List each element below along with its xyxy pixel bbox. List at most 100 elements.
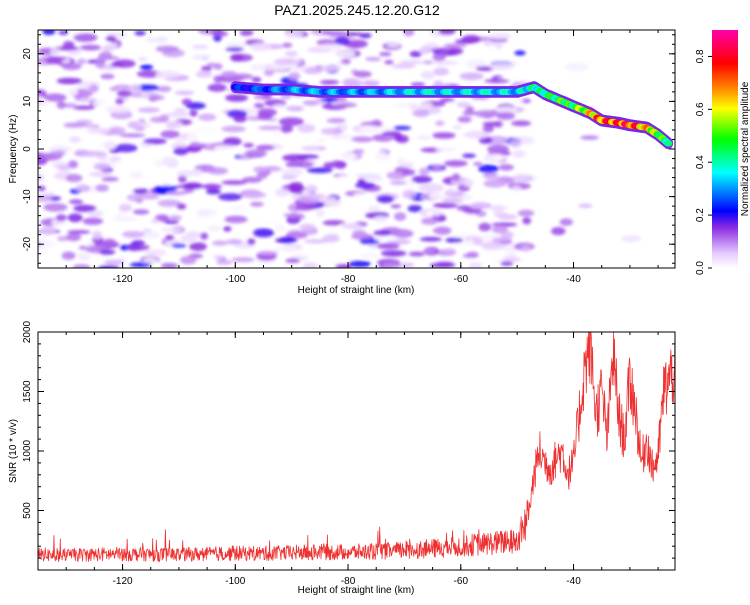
spectrogram-cell [221,125,246,133]
spectrogram-cell [288,72,301,81]
spectrogram-cell [409,50,422,58]
spectrogram-cell [249,64,268,71]
spectrogram-cell [429,262,456,268]
spectrogram-cell [180,234,198,243]
spectrogram-cell [200,66,212,72]
spectrogram-cell [402,189,417,199]
spectrogram-cell [226,42,248,49]
spectrogram-cell [155,70,180,79]
spectrogram-cell [225,47,245,52]
spectrogram-cell [93,163,111,171]
spectrogram-cell [333,127,342,135]
spectrogram-cell [559,218,573,226]
spectrogram-cell [61,251,76,260]
spectrogram-cell [206,226,222,231]
spectrogram-cell [326,118,346,124]
spectrogram-cell [253,166,269,173]
spectrogram-cell [257,250,279,256]
spectrogram-cell [371,263,380,268]
spectrogram-cell [462,110,477,116]
spectrogram-cell [73,204,97,212]
spectrogram-cell [161,227,183,232]
spectrogram-cell [173,107,187,114]
snr-x-tick-label: -60 [454,576,469,587]
spectrogram-cell [419,236,442,242]
spectrogram-cell [108,126,126,136]
spectrogram-cell [391,102,411,109]
spectrogram-cell [428,191,446,200]
spectrogram-cell [250,201,264,207]
spectrogram-cell [49,48,62,55]
spectrogram-cell [176,170,196,177]
spectrogram-cell [462,153,476,159]
spectrogram-cell [284,31,304,38]
spectrogram-cell [274,246,298,252]
spectrogram-cell [165,234,175,240]
spectrogram-cell [145,37,156,43]
spectrogram-cell [207,83,227,92]
spectrogram-cell [115,98,124,105]
spectrogram-cell [274,188,290,197]
spectrogram-cell [462,253,479,258]
spectrogram-cell [410,82,426,87]
spectrogram-cell [132,209,150,215]
spectrogram-cell [511,98,524,104]
spectrogram-cell [496,112,516,120]
spectrogram-cell [360,252,380,259]
colorbar: 0.0 0.2 0.4 0.6 0.8 Normalized spectral ampl… [695,30,750,275]
spectrogram-cell [127,121,139,129]
spectrogram-cell [422,60,434,65]
spectrogram-x-tick-label: -80 [341,274,356,285]
snr-series-line [38,332,675,562]
spectrogram-cell [433,80,443,87]
spectrogram-cell [363,175,383,182]
spectrogram-cell [65,233,82,242]
spectrogram-cell [420,70,435,80]
spectrogram-cell [285,161,303,168]
spectrogram-cell [154,36,169,44]
spectrogram-cell [483,172,498,179]
spectrogram-cell [258,219,284,226]
spectrogram-cell [216,260,234,265]
spectrogram-cell [384,60,394,65]
spectrogram-cell [118,203,132,212]
spectrogram-cell [400,162,415,168]
spectrogram-cell [303,146,320,152]
spectrogram-cell [373,215,388,224]
spectrogram-cell [419,167,430,176]
spectrogram-cell [456,205,472,211]
spectrogram-cell [170,143,189,149]
snr-x-label: Height of straight line (km) [298,585,415,596]
spectrogram-cell [95,184,109,192]
spectrogram-cell [279,124,294,133]
spectrogram-cell [382,131,402,137]
spectrogram-cell [380,250,407,257]
spectrogram-cell [336,175,353,184]
spectrogram-cell [87,127,111,134]
spectrogram-cell [495,106,518,113]
spectrogram-cell [182,182,204,190]
spectrogram-cell [351,136,374,143]
colorbar-tick-label: 0.0 [695,261,706,275]
spectrogram-cell [278,117,304,126]
spectrogram-cell [174,90,195,95]
spectrogram-cell [267,65,290,71]
spectrogram-cell [391,63,416,69]
snr-x-tick-label: -40 [566,576,581,587]
spectrogram-cell [395,134,409,144]
spectrogram-cell [57,165,71,171]
spectrogram-cell [263,69,275,77]
spectrogram-cell [39,239,55,249]
spectrogram-y-tick-label: 10 [22,95,33,107]
spectrogram-cell [233,115,247,123]
spectrogram-cell [89,84,99,93]
spectrogram-cell [580,135,599,140]
spectrogram-cell [482,121,502,127]
spectrogram-y-ticks: -20 -10 0 10 20 [22,34,675,264]
spectrogram-cell [212,240,228,246]
spectrogram-cell [38,194,53,203]
spectrogram-cell [157,199,182,207]
spectrogram-cell [386,43,400,48]
spectrogram-cell [492,154,504,161]
